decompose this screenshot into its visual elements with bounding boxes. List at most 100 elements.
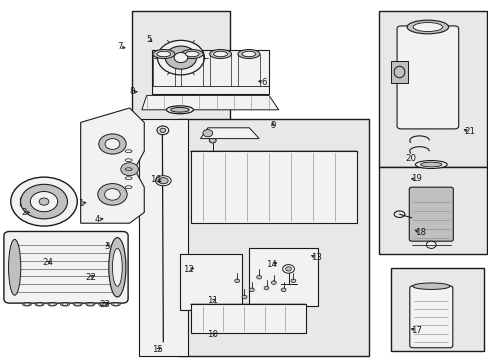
Text: 20: 20 (405, 154, 415, 163)
Ellipse shape (112, 248, 122, 286)
Ellipse shape (153, 49, 175, 58)
Text: 19: 19 (410, 174, 421, 183)
Bar (378, 167, 486, 254)
Polygon shape (142, 95, 278, 110)
Bar (249, 248, 317, 306)
Circle shape (282, 265, 294, 273)
Ellipse shape (8, 239, 20, 295)
Circle shape (11, 177, 77, 226)
Ellipse shape (420, 162, 441, 167)
Ellipse shape (213, 51, 227, 57)
Ellipse shape (22, 302, 31, 306)
FancyBboxPatch shape (408, 187, 452, 241)
Text: 17: 17 (410, 326, 421, 335)
Circle shape (234, 279, 239, 283)
Ellipse shape (181, 49, 203, 58)
Ellipse shape (99, 302, 107, 306)
Circle shape (157, 40, 204, 75)
Text: 22: 22 (85, 273, 96, 282)
Circle shape (426, 241, 435, 248)
Ellipse shape (111, 302, 120, 306)
Circle shape (160, 128, 165, 132)
Ellipse shape (157, 51, 170, 57)
Ellipse shape (406, 20, 447, 34)
Ellipse shape (73, 302, 82, 306)
Ellipse shape (158, 177, 168, 184)
Polygon shape (81, 108, 144, 223)
Text: 7: 7 (117, 42, 122, 51)
Ellipse shape (242, 51, 255, 57)
Circle shape (256, 275, 261, 279)
Ellipse shape (108, 238, 126, 297)
Text: 18: 18 (414, 228, 425, 237)
Ellipse shape (86, 302, 95, 306)
Ellipse shape (237, 49, 260, 58)
Polygon shape (200, 128, 259, 139)
Text: 2: 2 (21, 208, 27, 217)
Text: 12: 12 (183, 266, 193, 274)
Circle shape (249, 288, 254, 292)
Ellipse shape (209, 49, 231, 58)
Ellipse shape (166, 106, 193, 114)
Bar (178, 119, 368, 356)
Circle shape (281, 288, 285, 292)
Ellipse shape (61, 302, 69, 306)
Ellipse shape (412, 22, 442, 31)
Polygon shape (190, 151, 356, 160)
Ellipse shape (412, 283, 449, 289)
Ellipse shape (35, 302, 44, 306)
Circle shape (165, 46, 196, 69)
Circle shape (98, 184, 127, 205)
Text: 14: 14 (265, 260, 276, 269)
Bar (390, 268, 483, 351)
Text: 8: 8 (129, 87, 135, 96)
Text: 16: 16 (150, 175, 161, 184)
Polygon shape (190, 304, 305, 308)
Text: 6: 6 (261, 78, 266, 87)
Circle shape (290, 279, 295, 283)
Circle shape (39, 198, 49, 205)
Bar (132, 11, 229, 160)
Circle shape (264, 286, 268, 290)
Ellipse shape (170, 107, 189, 112)
Text: 24: 24 (42, 258, 53, 267)
Text: 13: 13 (311, 253, 322, 262)
FancyBboxPatch shape (409, 286, 452, 348)
Text: 11: 11 (207, 296, 218, 305)
Text: 5: 5 (146, 35, 152, 44)
Circle shape (203, 130, 212, 137)
Ellipse shape (393, 66, 404, 78)
Circle shape (271, 281, 276, 284)
Bar (180, 254, 242, 310)
Circle shape (20, 184, 67, 219)
Circle shape (174, 53, 187, 63)
Circle shape (242, 295, 246, 299)
Text: 1: 1 (78, 199, 83, 208)
Ellipse shape (48, 302, 57, 306)
Circle shape (105, 139, 120, 149)
Ellipse shape (185, 51, 199, 57)
Bar (390, 61, 407, 83)
Text: 10: 10 (207, 330, 218, 339)
Text: 21: 21 (463, 127, 474, 136)
Bar (139, 151, 188, 221)
FancyBboxPatch shape (4, 231, 128, 303)
Circle shape (99, 134, 126, 154)
Bar (378, 11, 486, 167)
FancyBboxPatch shape (396, 26, 458, 129)
Circle shape (121, 163, 138, 176)
Polygon shape (151, 50, 268, 94)
Text: 4: 4 (95, 215, 101, 224)
Circle shape (30, 192, 58, 212)
Polygon shape (190, 304, 305, 333)
Bar (139, 119, 188, 356)
Circle shape (285, 267, 291, 271)
Circle shape (157, 126, 168, 135)
Circle shape (104, 189, 120, 200)
Text: 15: 15 (152, 346, 163, 354)
Text: 9: 9 (270, 122, 275, 130)
Ellipse shape (415, 161, 446, 168)
Text: 3: 3 (104, 242, 110, 251)
Circle shape (209, 138, 216, 143)
Ellipse shape (155, 176, 171, 186)
